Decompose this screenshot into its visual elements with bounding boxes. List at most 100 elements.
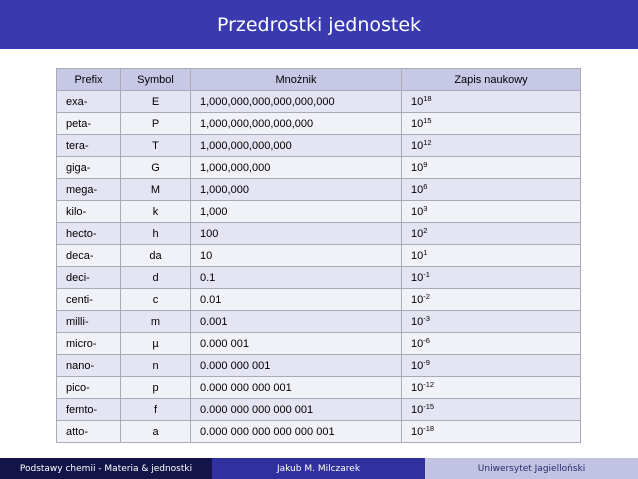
cell-multiplier: 100 (190, 222, 402, 245)
table-row: deci-d 0.1 10-1 (56, 266, 581, 289)
sci-exponent: 9 (423, 159, 428, 169)
cell-symbol: c (120, 288, 191, 311)
cell-multiplier: 1,000,000 (190, 178, 402, 201)
table-row: peta- P 1,000,000,000,000,000 1015 (56, 112, 581, 135)
cell-symbol: T (120, 134, 191, 157)
cell-prefix: atto- (56, 420, 121, 443)
sci-base: 10 (411, 271, 424, 284)
cell-prefix: centi- (56, 288, 121, 311)
table-row: milli-m 0.001 10-3 (56, 310, 581, 333)
cell-symbol: p (120, 376, 191, 399)
sci-exponent: -9 (423, 357, 430, 367)
cell-scientific-notation: 10-1 (401, 266, 581, 289)
header-prefix: Prefix (56, 68, 121, 91)
sci-base: 10 (411, 227, 424, 240)
cell-symbol: P (120, 112, 191, 135)
header-multiplier: Mnożnik (190, 68, 402, 91)
cell-prefix: micro- (56, 332, 121, 355)
cell-multiplier: 0.000 000 000 001 (190, 376, 402, 399)
cell-symbol: a (120, 420, 191, 443)
table-row: mega- M 1,000,000 106 (56, 178, 581, 201)
cell-scientific-notation: 10-12 (401, 376, 581, 399)
cell-prefix: nano- (56, 354, 121, 377)
cell-prefix: giga- (56, 156, 121, 179)
sci-base: 10 (411, 205, 424, 218)
cell-scientific-notation: 1015 (401, 112, 581, 135)
cell-symbol: h (120, 222, 191, 245)
sci-exponent: -2 (423, 291, 430, 301)
cell-scientific-notation: 1012 (401, 134, 581, 157)
cell-multiplier: 1,000,000,000,000,000 (190, 112, 402, 135)
cell-symbol: µ (120, 332, 191, 355)
cell-prefix: deci- (56, 266, 121, 289)
cell-multiplier: 0.000 001 (190, 332, 402, 355)
sci-exponent: 12 (423, 137, 432, 147)
cell-scientific-notation: 103 (401, 200, 581, 223)
table-row: femto-f 0.000 000 000 000 001 10-15 (56, 398, 581, 421)
sci-base: 10 (411, 403, 424, 416)
cell-prefix: pico- (56, 376, 121, 399)
table-body: exa- E 1,000,000,000,000,000,000 1018 peta- P… (56, 90, 581, 443)
sci-exponent: -1 (423, 269, 430, 279)
page-title: Przedrostki jednostek (216, 13, 422, 36)
sci-base: 10 (411, 183, 424, 196)
cell-scientific-notation: 10-6 (401, 332, 581, 355)
cell-scientific-notation: 1018 (401, 90, 581, 113)
table-row: deca-da 10 101 (56, 244, 581, 267)
table-row: tera- T 1,000,000,000,000 1012 (56, 134, 581, 157)
sci-exponent: 2 (423, 225, 428, 235)
sci-exponent: 15 (423, 115, 432, 125)
table-row: nano-n 0.000 000 001 10-9 (56, 354, 581, 377)
table-row: micro-µ 0.000 001 10-6 (56, 332, 581, 355)
sci-exponent: -12 (423, 379, 435, 389)
sci-exponent: 1 (423, 247, 428, 257)
cell-prefix: peta- (56, 112, 121, 135)
cell-scientific-notation: 10-2 (401, 288, 581, 311)
cell-prefix: deca- (56, 244, 121, 267)
cell-prefix: hecto- (56, 222, 121, 245)
cell-scientific-notation: 102 (401, 222, 581, 245)
cell-symbol: d (120, 266, 191, 289)
sci-base: 10 (411, 161, 424, 174)
cell-multiplier: 1,000 (190, 200, 402, 223)
footer-university: Uniwersytet Jagielloński (425, 458, 638, 479)
prefix-table: Prefix Symbol Mnożnik Zapis naukowy exa-… (56, 68, 581, 443)
cell-multiplier: 10 (190, 244, 402, 267)
cell-multiplier: 0.000 000 000 000 001 (190, 398, 402, 421)
cell-symbol: M (120, 178, 191, 201)
cell-prefix: femto- (56, 398, 121, 421)
header-symbol: Symbol (120, 68, 191, 91)
sci-exponent: -18 (423, 423, 435, 433)
sci-base: 10 (411, 249, 424, 262)
cell-multiplier: 0.000 000 000 000 000 001 (190, 420, 402, 443)
cell-symbol: k (120, 200, 191, 223)
cell-scientific-notation: 10-9 (401, 354, 581, 377)
sci-exponent: -6 (423, 335, 430, 345)
cell-multiplier: 1,000,000,000,000 (190, 134, 402, 157)
sci-base: 10 (411, 95, 424, 108)
sci-exponent: 6 (423, 181, 428, 191)
cell-scientific-notation: 10-3 (401, 310, 581, 333)
cell-symbol: E (120, 90, 191, 113)
cell-symbol: m (120, 310, 191, 333)
title-bar: Przedrostki jednostek (0, 0, 638, 49)
cell-prefix: milli- (56, 310, 121, 333)
cell-prefix: mega- (56, 178, 121, 201)
footer-author: Jakub M. Milczarek (212, 458, 425, 479)
sci-exponent: -15 (423, 401, 435, 411)
cell-symbol: f (120, 398, 191, 421)
table-row: centi-c 0.01 10-2 (56, 288, 581, 311)
table-row: atto-a 0.000 000 000 000 000 001 10-18 (56, 420, 581, 443)
sci-base: 10 (411, 359, 424, 372)
cell-scientific-notation: 101 (401, 244, 581, 267)
header-scientific-notation: Zapis naukowy (401, 68, 581, 91)
sci-base: 10 (411, 315, 424, 328)
sci-exponent: 3 (423, 203, 428, 213)
table-row: kilo-k 1,000 103 (56, 200, 581, 223)
cell-multiplier: 1,000,000,000 (190, 156, 402, 179)
cell-prefix: exa- (56, 90, 121, 113)
cell-symbol: da (120, 244, 191, 267)
table-row: hecto-h 100 102 (56, 222, 581, 245)
cell-prefix: tera- (56, 134, 121, 157)
sci-base: 10 (411, 117, 424, 130)
